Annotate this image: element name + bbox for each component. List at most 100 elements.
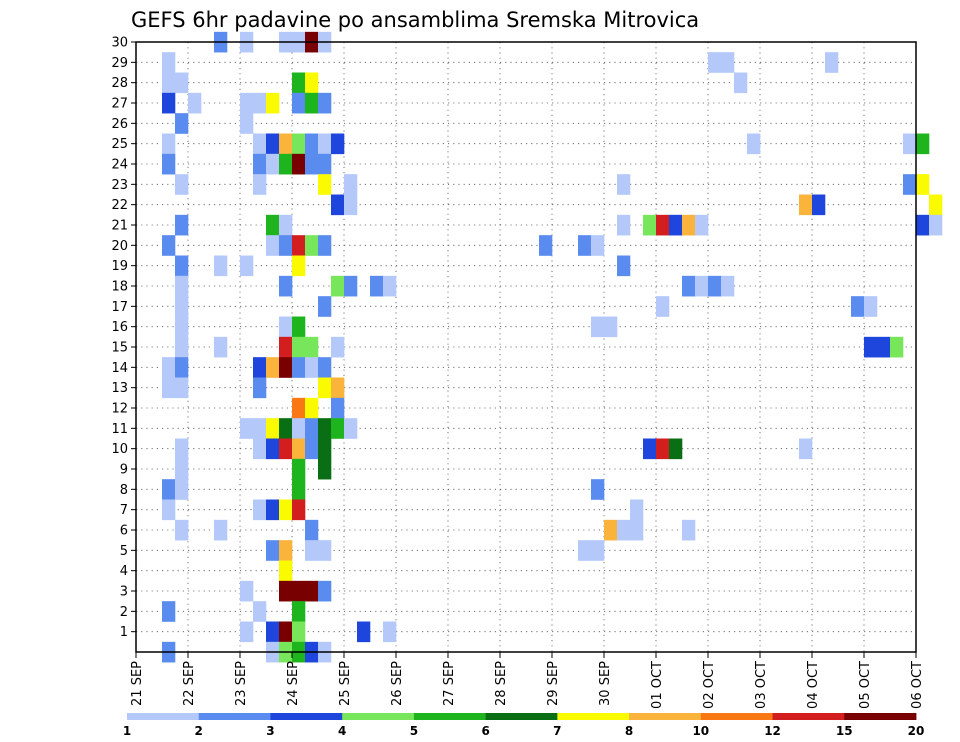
heatmap-cell [292,316,306,338]
heatmap-cell [292,418,306,439]
heatmap-cell [305,336,319,358]
heatmap-cell [916,174,930,195]
heatmap-cell [617,174,631,195]
heatmap-cell [747,133,761,155]
heatmap-cell [305,357,319,378]
heatmap-cell [383,275,397,297]
heatmap-cell [318,418,332,439]
heatmap-cell [318,540,332,561]
colorbar-label: 7 [553,724,561,738]
heatmap-cell [669,214,683,236]
y-tick-label: 2 [120,605,128,620]
heatmap-cell [331,397,345,419]
y-tick-label: 24 [111,158,128,173]
colorbar-label: 8 [625,724,633,738]
colorbar-swatch [270,713,343,720]
chart-title: GEFS 6hr padavine po ansamblima Sremska … [131,8,699,32]
heatmap-cell [292,397,306,419]
heatmap-cell [591,316,605,338]
heatmap-cell [279,235,293,256]
heatmap-cell [266,499,280,521]
y-tick-label: 6 [120,524,128,539]
heatmap-cell [292,235,306,256]
heatmap-cell [253,438,267,460]
heatmap-cell [630,499,644,521]
x-tick-label: 02 OCT [702,661,717,709]
heatmap-cell [175,519,189,541]
heatmap-cell [175,275,189,297]
heatmap-cell [578,235,592,256]
heatmap-cell [617,255,631,277]
heatmap-cell [331,418,345,439]
x-tick-label: 25 SEP [338,661,353,706]
heatmap-cell [656,214,670,236]
y-tick-label: 23 [111,178,128,193]
y-tick-label: 15 [111,341,128,356]
heatmap-cell [292,336,306,358]
heatmap-cell [214,255,228,277]
heatmap-cell [162,153,176,175]
heatmap-cell [214,336,228,358]
heatmap-cell [825,52,839,73]
heatmap-cell [305,519,319,541]
x-tick-label: 03 OCT [754,661,769,709]
y-tick-label: 20 [111,239,128,254]
y-tick-label: 26 [111,117,128,132]
heatmap-cell [266,540,280,561]
heatmap-cell [175,174,189,195]
heatmap-cell [279,153,293,175]
heatmap-cell [331,194,345,216]
heatmap-cell [630,519,644,541]
heatmap-cell [175,458,189,480]
heatmap-cell [604,316,618,338]
heatmap-cell [617,519,631,541]
colorbar-label: 6 [481,724,489,738]
heatmap-cell [916,214,930,236]
heatmap-cell [591,235,605,256]
heatmap-cell [240,580,254,602]
y-tick-label: 16 [111,320,128,335]
heatmap-cell [370,275,384,297]
heatmap-cell [175,214,189,236]
heatmap-cell [682,214,696,236]
y-tick-label: 5 [120,544,128,559]
heatmap-cell [214,519,228,541]
heatmap-cell [799,194,813,216]
heatmap-cell [162,357,176,378]
y-tick-label: 25 [111,137,128,152]
y-tick-label: 1 [120,625,128,640]
y-tick-label: 22 [111,198,128,213]
heatmap-cell [864,296,878,317]
heatmap-cell [344,275,358,297]
heatmap-cell [292,438,306,460]
heatmap-cell [240,92,254,114]
colorbar-swatch [629,713,702,720]
y-axis: 1234567891011121314151617181920212223242… [111,36,136,640]
heatmap-cell [240,621,254,643]
heatmap-cell [188,92,202,114]
y-tick-label: 13 [111,381,128,396]
y-tick-label: 11 [111,422,128,437]
heatmap-cell [292,580,306,602]
heatmap-cell [383,621,397,643]
heatmap-cell [266,92,280,114]
heatmap-cell [656,296,670,317]
y-tick-label: 30 [111,36,128,51]
heatmap-cell [578,540,592,561]
heatmap-cell [279,336,293,358]
colorbar-label: 10 [692,724,709,738]
colorbar-label: 1 [123,724,131,738]
y-tick-label: 17 [111,300,128,315]
heatmap-cell [318,92,332,114]
heatmap-cells [162,31,943,663]
heatmap-cell [799,438,813,460]
y-tick-label: 14 [111,361,128,376]
y-tick-label: 18 [111,280,128,295]
x-tick-label: 06 OCT [910,661,925,709]
heatmap-cell [292,255,306,277]
heatmap-cell [279,540,293,561]
heatmap-cell [266,357,280,378]
heatmap-cell [331,275,345,297]
heatmap-cell [318,458,332,480]
x-tick-label: 28 SEP [494,661,509,706]
